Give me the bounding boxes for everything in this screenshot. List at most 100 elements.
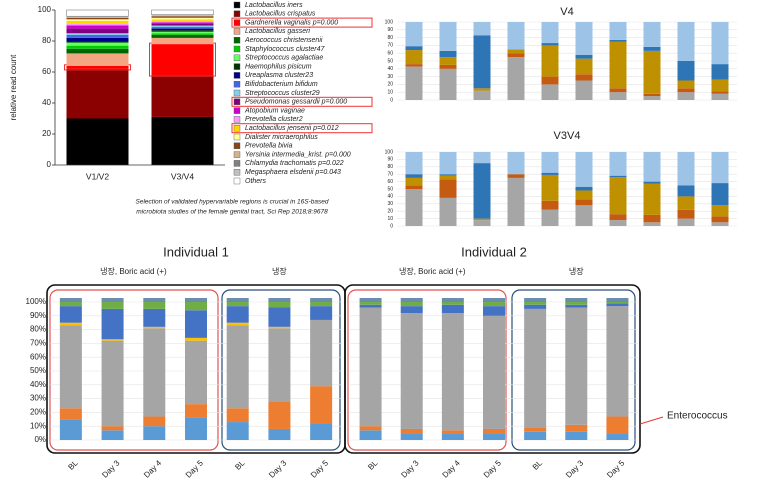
bar-segment — [441, 302, 464, 305]
bar-segment — [310, 319, 333, 387]
y-tick-label: 0 — [390, 97, 393, 103]
highlight-box — [231, 96, 373, 107]
legend-swatch — [233, 63, 241, 70]
x-tick-label: BL — [366, 458, 380, 472]
bar-segment — [405, 50, 423, 65]
bar-segment — [609, 22, 627, 40]
bar-segment — [226, 306, 249, 323]
bar-top — [185, 298, 207, 302]
bar-segment — [66, 17, 129, 20]
bar-segment — [541, 45, 559, 77]
y-tick-label: 100 — [385, 19, 394, 25]
y-tick-label: 70 — [387, 172, 393, 178]
legend-label: Haemophilus pisicum — [245, 63, 312, 70]
bar-segment — [575, 199, 593, 206]
y-tick-label: 40% — [30, 380, 46, 389]
y-axis-label: relative read count — [9, 54, 18, 121]
bar-segment — [185, 404, 207, 418]
legend-swatch — [233, 89, 241, 97]
bar-segment — [507, 53, 525, 58]
bar-segment — [143, 302, 166, 309]
bar-segment — [66, 20, 129, 24]
bar-segment — [151, 37, 214, 45]
bar-segment — [66, 45, 129, 49]
bar-segment — [66, 42, 129, 46]
bar-segment — [643, 50, 661, 94]
x-tick-label: Day 5 — [309, 458, 331, 480]
bar-segment — [507, 57, 525, 100]
bar-segment — [507, 177, 525, 226]
bar-segment — [609, 41, 627, 89]
bar-segment — [59, 419, 82, 440]
bar-segment — [507, 49, 525, 54]
legend-swatch — [233, 160, 241, 167]
bar-segment — [400, 433, 423, 440]
bar-segment — [711, 183, 729, 206]
bar-segment — [507, 22, 525, 50]
bar-segment — [151, 75, 214, 117]
panel-frame — [347, 289, 507, 451]
bar-segment — [151, 14, 214, 17]
legend-label: Bifidobacterium bifidum — [245, 81, 318, 88]
bar-top — [524, 298, 547, 302]
bar-segment — [151, 27, 214, 29]
x-tick-label: Day 3 — [564, 458, 586, 480]
y-tick-label: 20 — [387, 209, 393, 215]
bar-segment — [151, 31, 214, 34]
bar-segment — [439, 175, 457, 180]
bar-segment — [565, 424, 588, 432]
bar-segment — [405, 66, 423, 100]
bar-segment — [66, 16, 129, 18]
bar-segment — [575, 190, 593, 200]
bar-segment — [310, 423, 333, 440]
bar-segment — [66, 33, 129, 35]
bar-segment — [151, 23, 214, 26]
bar-segment — [143, 426, 166, 440]
legend-label: Streptococcus cluster29 — [245, 90, 320, 97]
y-tick-label: 20 — [387, 82, 393, 88]
bar-segment — [405, 46, 423, 51]
y-tick-label: 20 — [42, 129, 51, 138]
bar-segment — [541, 22, 559, 44]
bar-segment — [359, 302, 382, 305]
bar-segment — [473, 152, 491, 164]
legend-swatch — [233, 116, 241, 123]
bar-segment — [609, 220, 627, 226]
bar-segment — [226, 302, 249, 307]
bar-segment — [575, 58, 593, 75]
bar-top — [483, 298, 505, 302]
bar-segment — [609, 152, 627, 176]
bar-segment — [66, 37, 129, 41]
bar-segment — [473, 22, 491, 36]
legend-label: Staphylococcus cluster47 — [245, 46, 325, 53]
bar-segment — [483, 428, 505, 434]
bar-segment — [226, 422, 249, 440]
chart-title: Individual 2 — [461, 244, 527, 259]
y-tick-label: 40 — [42, 98, 51, 107]
group-label: 냉장, Boric acid (+) — [399, 266, 466, 276]
bar-segment — [439, 174, 457, 176]
legend-swatch — [233, 37, 241, 44]
bar-segment — [185, 417, 207, 440]
legend-label: Lactobacillus iners — [245, 2, 303, 9]
bar-segment — [66, 68, 129, 119]
bar-segment — [473, 218, 491, 221]
bar-segment — [359, 430, 382, 440]
y-tick-label: 60 — [42, 67, 51, 76]
bar-segment — [507, 152, 525, 175]
y-tick-label: 60% — [30, 352, 46, 361]
bar-segment — [606, 416, 629, 434]
y-tick-label: 30 — [387, 74, 393, 80]
bar-segment — [151, 16, 214, 18]
bar-segment — [439, 68, 457, 100]
bar-segment — [606, 433, 629, 440]
bar-segment — [439, 57, 457, 65]
legend-swatch — [233, 142, 241, 150]
x-tick-label: Day 3 — [100, 458, 122, 480]
x-tick-label: BL — [531, 458, 545, 472]
bar-segment — [483, 315, 505, 429]
bar-segment — [643, 183, 661, 215]
chart-title: V3V4 — [554, 130, 581, 142]
y-tick-label: 10% — [30, 421, 46, 430]
